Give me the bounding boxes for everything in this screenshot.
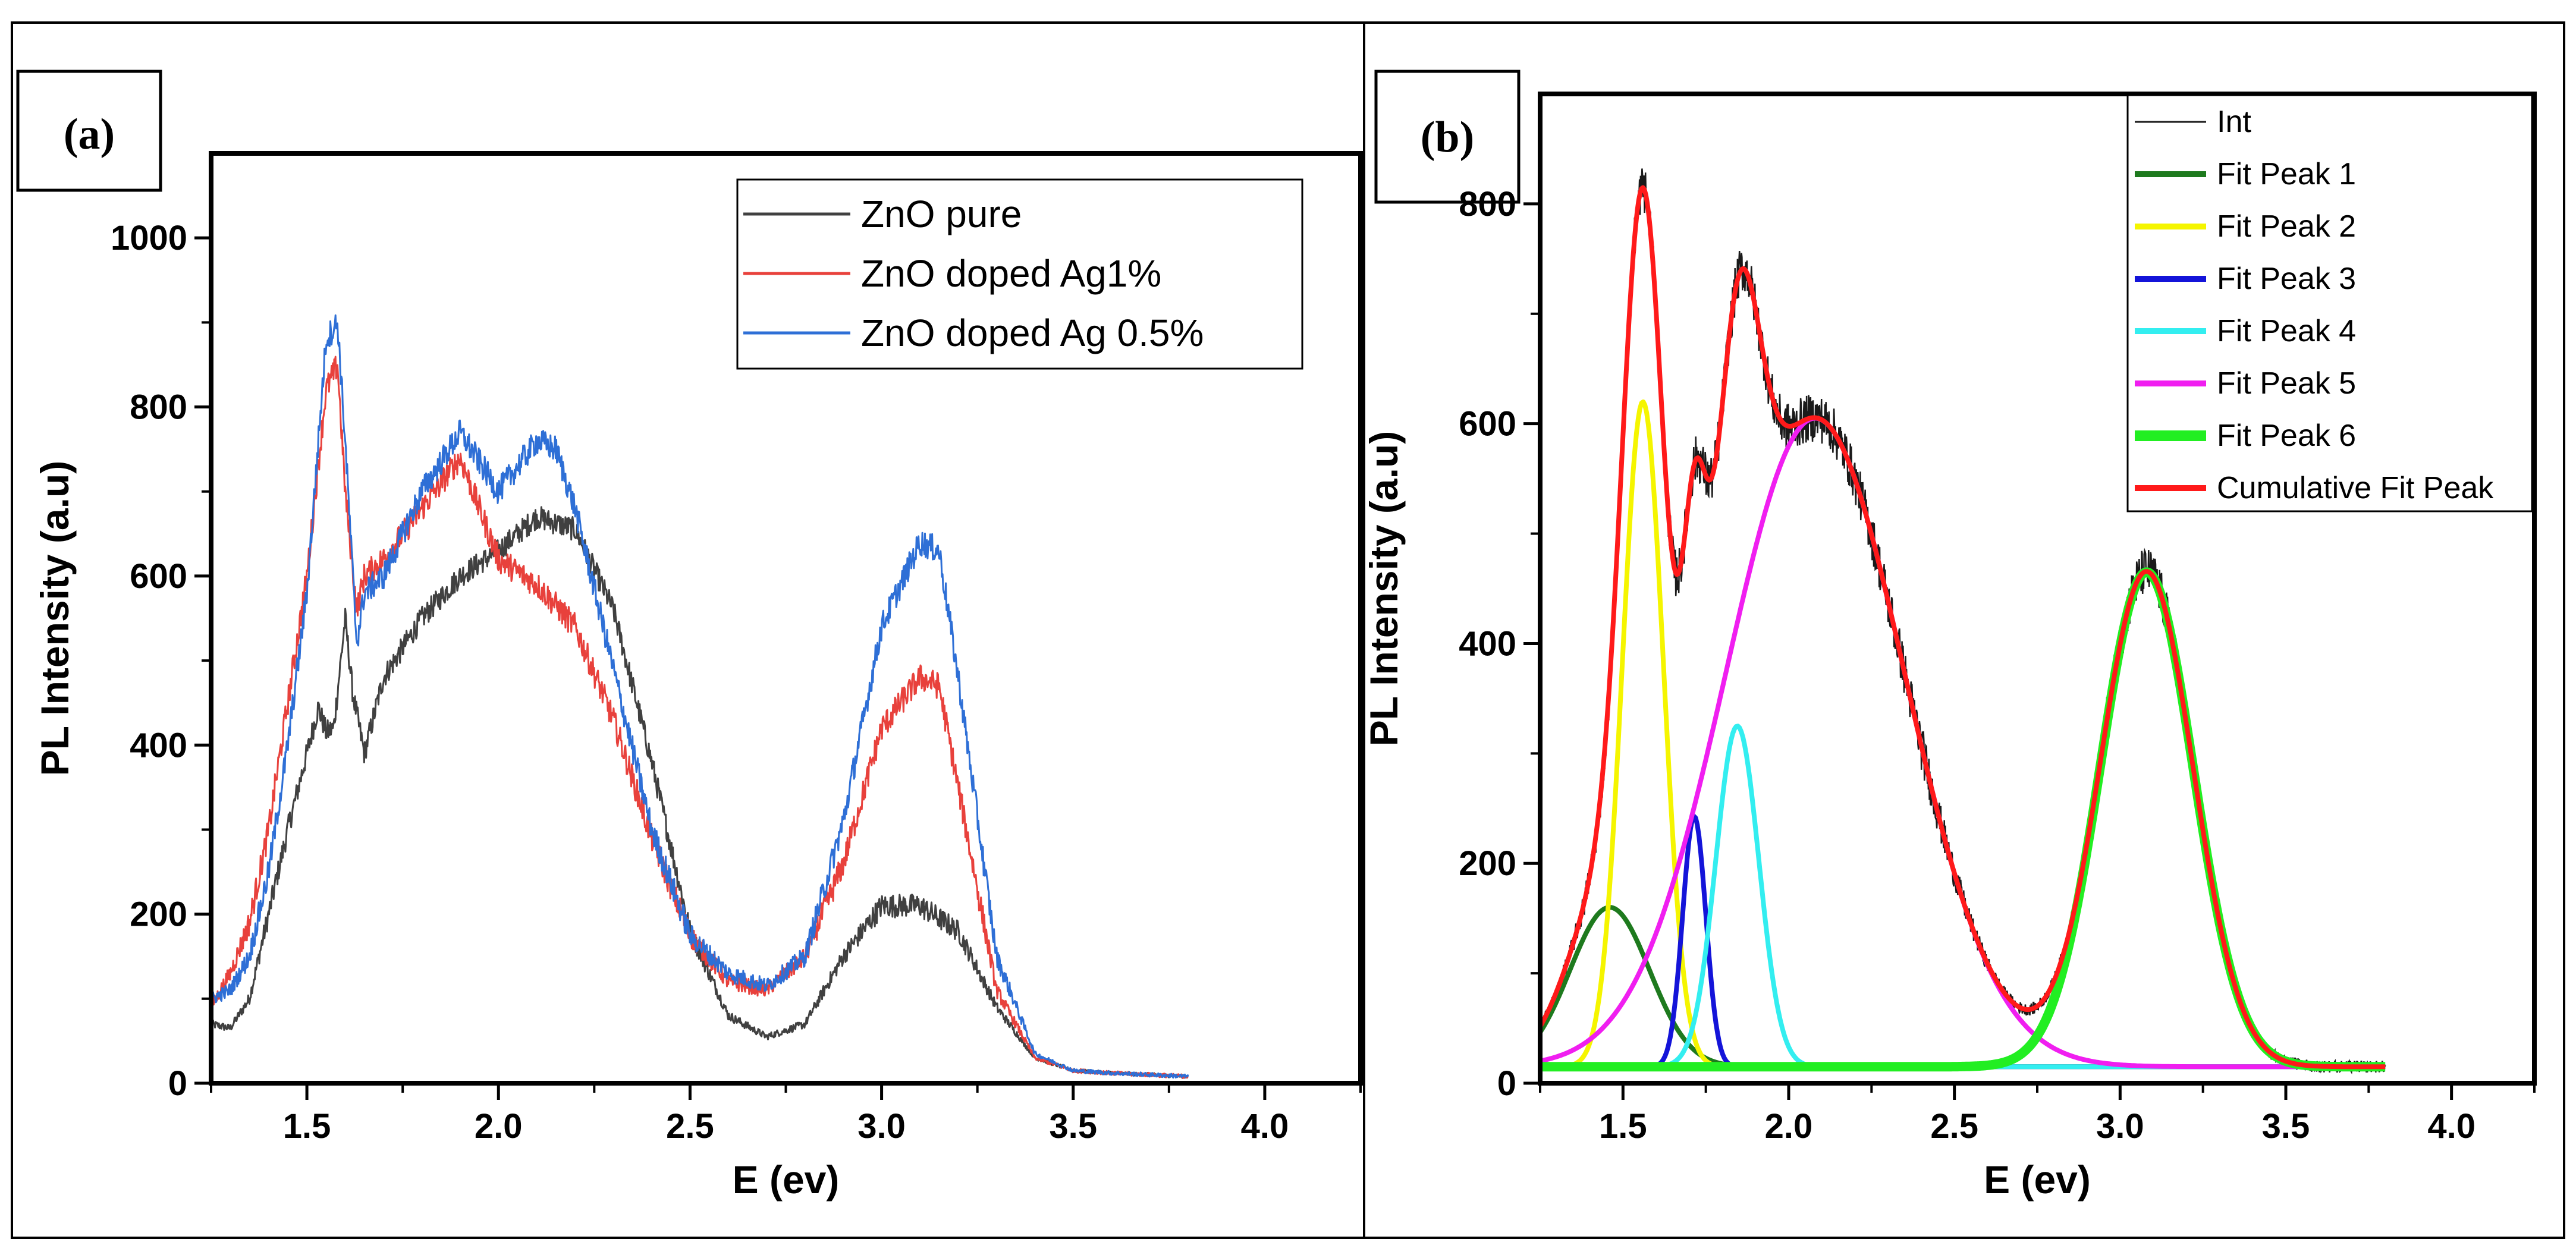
legend-label-fit-peak-2: Fit Peak 2 — [2217, 209, 2356, 244]
panel-a-plot: 1.5 2.0 2.5 3.0 3.5 4.0 0 200 400 600 800 1000 E (ev… — [33, 151, 1363, 1202]
series-line-cumulative-fit-peak — [1538, 185, 2386, 1070]
panel-a-x-axis-title: E (ev) — [733, 1158, 840, 1202]
panel-b-label-box — [1374, 70, 1521, 204]
panel-a-y-tick-label: 400 — [130, 726, 187, 765]
panel-a-x-tick-label: 2.0 — [475, 1107, 523, 1146]
legend-label-int: Int — [2217, 105, 2251, 139]
panel-b-x-tick-label: 2.0 — [1765, 1107, 1813, 1146]
legend-label-fit-peak-6: Fit Peak 6 — [2217, 419, 2356, 453]
legend-label-zno-ag05: ZnO doped Ag 0.5% — [861, 312, 1204, 354]
panel-b-plot: 1.5 2.0 2.5 3.0 3.5 4.0 0 200 400 600 800 E (ev) PL … — [1362, 92, 2537, 1202]
panel-a-y-tick-label: 200 — [130, 895, 187, 934]
panel-b-y-tick-label: 0 — [1497, 1064, 1516, 1103]
panel-b-legend: Int Fit Peak 1 Fit Peak 2 Fit Peak 3 Fit… — [2126, 94, 2533, 512]
series-line-zno-doped-ag-0-5- — [210, 314, 1189, 1079]
panel-a-x-tick-label: 1.5 — [283, 1107, 331, 1146]
panel-b-label: (b) — [1421, 113, 1474, 162]
panel-a-legend: ZnO pure ZnO doped Ag1% ZnO doped Ag 0.5… — [736, 178, 1303, 370]
panel-b: (b) 1.5 2.0 2.5 3.0 3.5 4.0 0 200 400 600 800 E (ev… — [1362, 70, 2537, 1202]
panel-b-x-tick-label: 3.5 — [2262, 1107, 2310, 1146]
panel-a-y-tick-label: 1000 — [111, 219, 187, 257]
legend-label-fit-peak-3: Fit Peak 3 — [2217, 262, 2356, 296]
panel-a: (a) 1.5 2.0 2.5 3.0 3.5 4.0 0 200 400 600 800 1000 E… — [16, 70, 1363, 1202]
panel-a-x-tick-label: 3.5 — [1049, 1107, 1097, 1146]
panel-b-x-axis-title: E (ev) — [1984, 1158, 2091, 1202]
panel-b-y-tick-label: 800 — [1459, 185, 1516, 224]
panel-a-x-tick-label: 2.5 — [666, 1107, 714, 1146]
legend-label-fit-peak-4: Fit Peak 4 — [2217, 314, 2356, 348]
panel-a-plot-frame — [209, 151, 1363, 1086]
panel-a-y-tick-label: 800 — [130, 388, 187, 427]
panel-a-y-tick-label: 600 — [130, 557, 187, 596]
series-line-zno-pure — [210, 506, 1189, 1079]
panel-a-label: (a) — [64, 110, 115, 159]
panel-b-y-tick-label: 600 — [1459, 405, 1516, 444]
panel-a-y-axis-title: PL Intensity (a.u) — [33, 461, 77, 776]
legend-label-cumulative-fit: Cumulative Fit Peak — [2217, 471, 2494, 505]
panel-b-x-tick-label: 1.5 — [1599, 1107, 1647, 1146]
panel-a-x-tick-label: 3.0 — [857, 1107, 906, 1146]
panel-b-legend-box — [2126, 94, 2533, 512]
panel-b-x-tick-label: 2.5 — [1930, 1107, 1978, 1146]
panel-b-y-tick-label: 400 — [1459, 624, 1516, 663]
figure-frame — [11, 21, 2565, 1239]
legend-label-fit-peak-5: Fit Peak 5 — [2217, 366, 2356, 401]
panel-b-x-tick-label: 3.0 — [2096, 1107, 2144, 1146]
legend-label-zno-pure: ZnO pure — [861, 193, 1022, 235]
panel-a-label-box — [16, 70, 162, 192]
legend-label-fit-peak-1: Fit Peak 1 — [2217, 157, 2356, 191]
legend-label-zno-ag1: ZnO doped Ag1% — [861, 252, 1161, 295]
panel-b-plot-frame — [1538, 92, 2537, 1086]
panel-a-y-tick-label: 0 — [168, 1064, 187, 1103]
panel-b-y-axis-title: PL Intensity (a.u) — [1362, 431, 1406, 747]
panel-b-x-tick-label: 4.0 — [2427, 1107, 2476, 1146]
panel-b-y-tick-label: 200 — [1459, 844, 1516, 883]
panel-a-x-tick-label: 4.0 — [1241, 1107, 1289, 1146]
